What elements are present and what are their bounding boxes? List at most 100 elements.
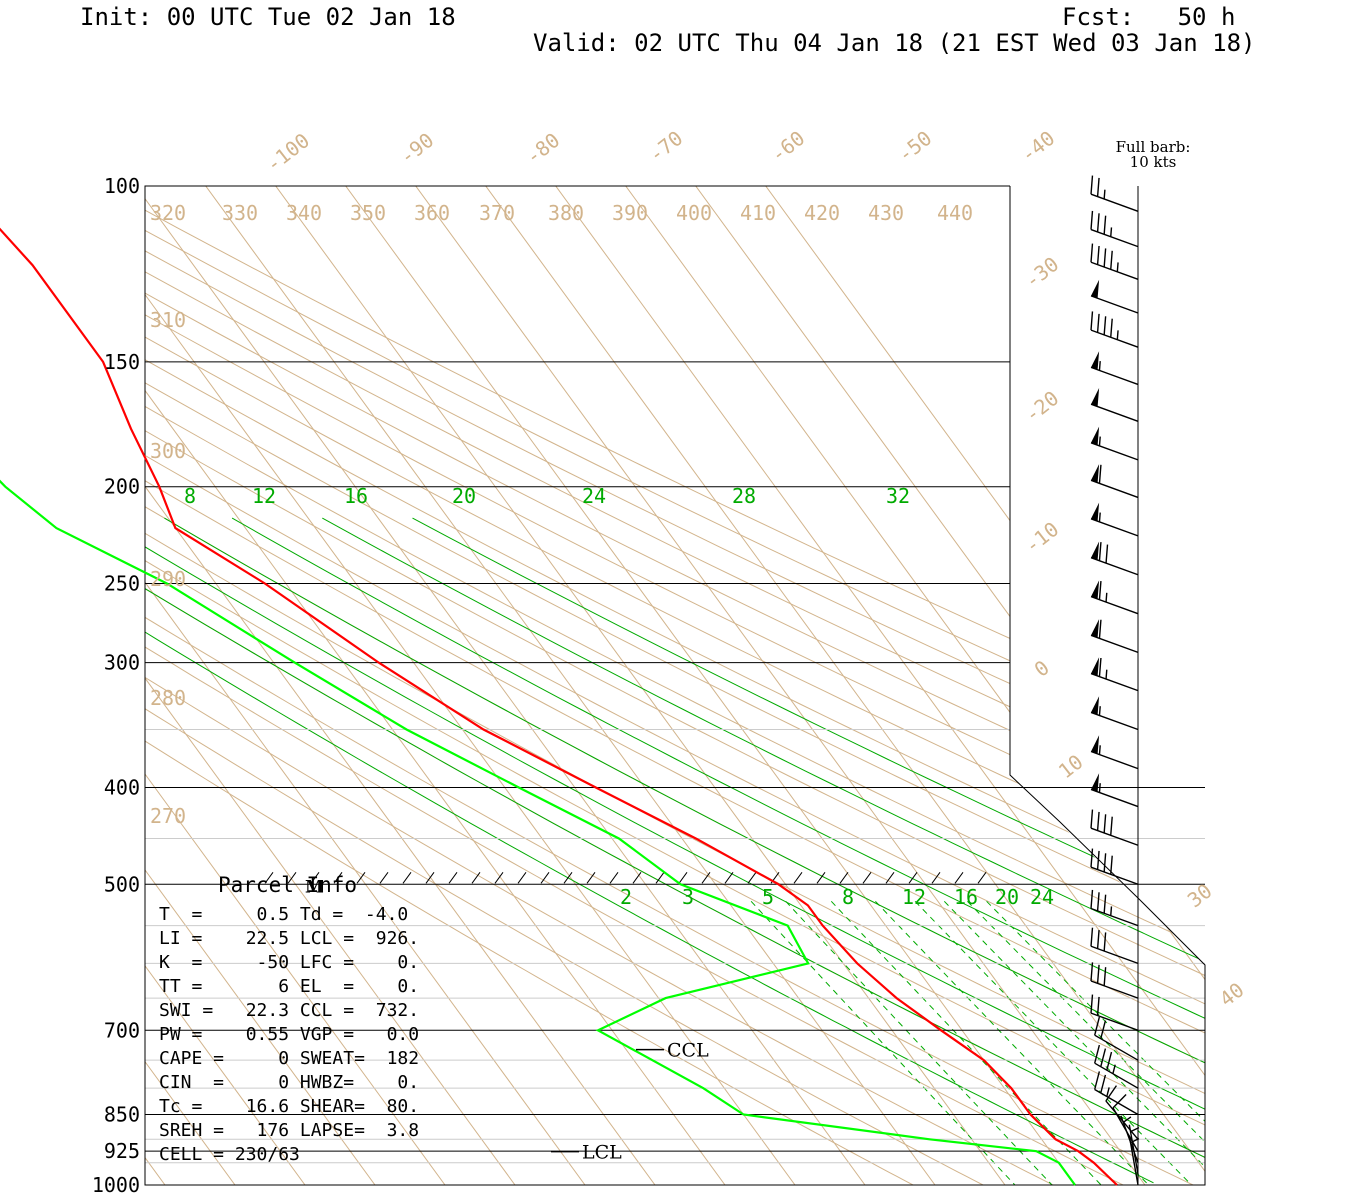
wind-barb-feather bbox=[1096, 892, 1100, 911]
theta-label: 310 bbox=[150, 308, 186, 332]
mixing-ratio-label: 8 bbox=[842, 885, 854, 909]
mixing-ratio-label: 24 bbox=[582, 484, 606, 508]
mixing-ratio-label: 32 bbox=[886, 484, 910, 508]
theta-label: 430 bbox=[868, 201, 904, 225]
mixing-ratio-line bbox=[986, 900, 1205, 1185]
init-time: Init: 00 UTC Tue 02 Jan 18 bbox=[80, 3, 456, 31]
wind-barb-pennant bbox=[1091, 502, 1100, 522]
hatch-mark bbox=[471, 871, 481, 884]
wind-barb-staff bbox=[1090, 711, 1139, 731]
wind-barb-staff bbox=[1090, 295, 1139, 314]
isotherm-label: -100 bbox=[261, 128, 314, 177]
theta-label: 350 bbox=[350, 201, 386, 225]
wind-barb-feather bbox=[1090, 889, 1094, 909]
hatch-mark bbox=[333, 871, 343, 884]
isotherm-line bbox=[145, 186, 376, 1185]
wind-barb-feather bbox=[1090, 848, 1094, 868]
hatch-mark bbox=[655, 871, 665, 884]
wind-barb-feather bbox=[1090, 962, 1094, 982]
hatch-mark bbox=[425, 871, 435, 884]
hatch-mark bbox=[563, 871, 573, 884]
wind-barb-staff bbox=[1094, 1034, 1139, 1061]
wind-barb-feather bbox=[1090, 311, 1094, 331]
isotherm-label: 10 bbox=[1054, 750, 1088, 784]
mixing-ratio-label: 20 bbox=[452, 484, 476, 508]
pressure-label: 925 bbox=[104, 1139, 140, 1163]
pressure-label: 850 bbox=[104, 1102, 140, 1126]
wind-barb-staff bbox=[1090, 827, 1139, 846]
wind-barb-feather bbox=[1112, 1094, 1127, 1109]
temperature-line bbox=[0, 227, 1118, 1186]
parcel-row-t: T = 0.5 Td = -4.0 bbox=[159, 904, 409, 925]
theta-label: 370 bbox=[479, 201, 515, 225]
isotherm-label: -40 bbox=[1016, 126, 1059, 167]
isotherm-line bbox=[145, 186, 866, 1185]
isotherm-line bbox=[145, 186, 796, 1185]
mixing-ratio-line bbox=[914, 900, 1192, 1185]
parcel-row-cell: CELL = 230/63 bbox=[159, 1144, 300, 1165]
mixing-ratio-label: 3 bbox=[682, 885, 694, 909]
mixing-ratio-label: 16 bbox=[954, 885, 978, 909]
hatch-mark bbox=[540, 871, 550, 884]
hatch-mark bbox=[494, 871, 504, 884]
wind-barb-feather bbox=[1094, 1071, 1101, 1090]
isotherm-label: 40 bbox=[1215, 978, 1249, 1012]
parcel-info-panel: Parcel Info T = 0.5 Td = -4.0 LI = 22.5 … bbox=[150, 873, 456, 1173]
isotherm-line bbox=[0, 100, 95, 1185]
wind-barb-pennant bbox=[1091, 735, 1100, 754]
moist-adiabat-line bbox=[164, 517, 1205, 1184]
wind-barb-feather bbox=[1090, 927, 1094, 947]
wind-barb-half-feather bbox=[1110, 227, 1113, 237]
wind-barb-staff bbox=[1090, 479, 1139, 499]
m-label: M bbox=[305, 877, 324, 897]
theta-label: 280 bbox=[150, 686, 186, 710]
dry-adiabat-line bbox=[145, 186, 1205, 1185]
wind-barb-feather bbox=[1103, 814, 1107, 833]
wind-barb-feather bbox=[1096, 313, 1100, 333]
wind-barb-feather bbox=[1103, 248, 1107, 268]
dewpoint-line bbox=[0, 479, 1076, 1186]
wind-barb-staff bbox=[1128, 1135, 1139, 1186]
pressure-label: 300 bbox=[104, 651, 140, 675]
hatch-mark bbox=[448, 871, 458, 884]
isotherm-line bbox=[145, 186, 656, 1185]
hatch-mark bbox=[885, 871, 895, 884]
wind-barb-feather bbox=[1103, 894, 1107, 914]
hatch-mark bbox=[632, 871, 642, 884]
wind-barb-half-feather bbox=[1098, 745, 1101, 755]
pressure-label: 100 bbox=[104, 174, 140, 198]
wind-barb-pennant bbox=[1091, 657, 1100, 676]
isotherm-line bbox=[0, 100, 25, 1185]
mixing-ratio-line bbox=[750, 900, 1016, 1185]
mixing-ratio-line bbox=[943, 900, 1205, 1185]
theta-label: 300 bbox=[150, 439, 186, 463]
isotherm-line bbox=[562, 186, 1205, 1185]
hatch-mark bbox=[839, 871, 849, 884]
isotherm-label: 30 bbox=[1183, 879, 1217, 913]
wind-barb-feather bbox=[1105, 1085, 1118, 1102]
lcl-label: LCL bbox=[582, 1142, 622, 1164]
wind-barb-feather bbox=[1096, 929, 1100, 949]
isotherm-line bbox=[422, 186, 1205, 1185]
moist-adiabat-line bbox=[145, 517, 1205, 1184]
parcel-row-cape: CAPE = 0 SWEAT= 182 bbox=[159, 1048, 420, 1069]
barb-legend-value: 10 kts bbox=[1130, 153, 1177, 171]
isotherm-label: -50 bbox=[893, 126, 936, 167]
wind-barb-staff bbox=[1090, 366, 1139, 386]
wind-barb-half-feather bbox=[1098, 512, 1101, 522]
dry-adiabat-line bbox=[145, 186, 1205, 1185]
wind-barb-staff bbox=[1090, 261, 1139, 280]
isotherm-label: -20 bbox=[1020, 386, 1063, 427]
dry-adiabat-line bbox=[145, 186, 1205, 1185]
wind-barb-feather bbox=[1096, 177, 1100, 197]
wind-barb-feather bbox=[1100, 1020, 1107, 1039]
theta-label: 290 bbox=[150, 567, 186, 591]
theta-label: 340 bbox=[286, 201, 322, 225]
hatch-mark bbox=[287, 871, 297, 884]
wind-barb-feather bbox=[1110, 816, 1113, 836]
chart-frame bbox=[144, 185, 1206, 1186]
wind-barb-half-feather bbox=[1098, 361, 1101, 371]
moist-adiabat-line bbox=[322, 517, 1205, 1184]
wind-barb-feather bbox=[1098, 464, 1102, 484]
dry-adiabat-line bbox=[145, 186, 1205, 1185]
